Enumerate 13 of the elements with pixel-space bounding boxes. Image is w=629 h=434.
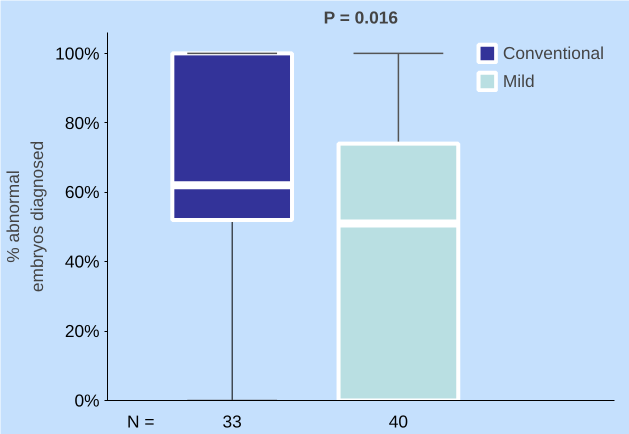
y-axis-title: % abnormal embryos diagnosed bbox=[3, 140, 48, 292]
legend-label: Mild bbox=[502, 70, 535, 92]
x-tick-label: 33 bbox=[222, 412, 242, 432]
y-tick-label: 40% bbox=[64, 252, 100, 272]
x-tick-label: 40 bbox=[388, 412, 408, 432]
y-tick-label: 0% bbox=[74, 390, 100, 410]
legend-label: Conventional bbox=[502, 42, 604, 64]
y-tick-label: 60% bbox=[64, 182, 100, 202]
y-tick-label: 100% bbox=[55, 43, 100, 64]
text: N = bbox=[127, 412, 154, 432]
chart-title: P = 0.016 bbox=[324, 8, 398, 28]
y-tick-label: 20% bbox=[64, 321, 100, 342]
y-tick-label: 80% bbox=[64, 112, 100, 133]
